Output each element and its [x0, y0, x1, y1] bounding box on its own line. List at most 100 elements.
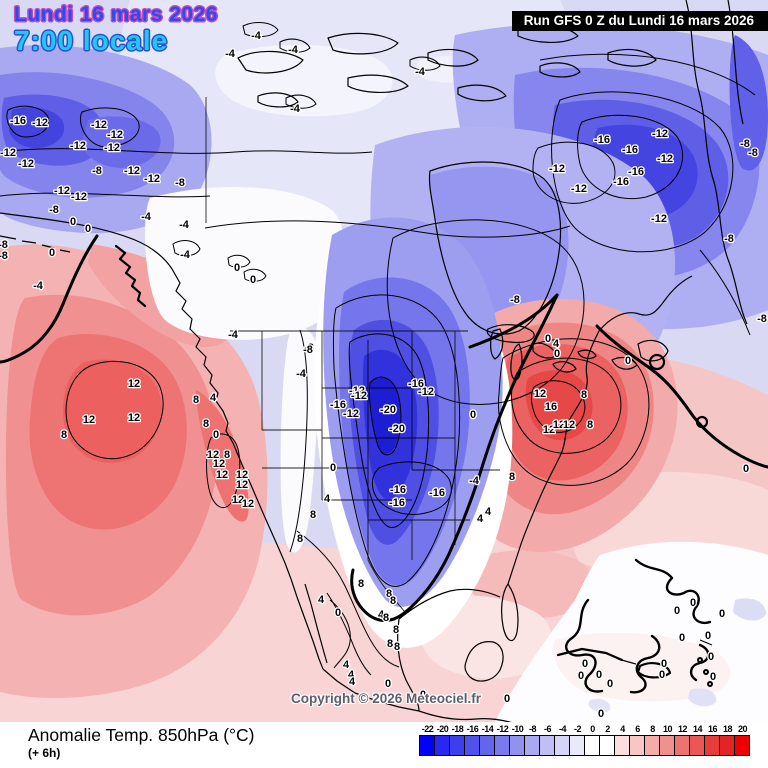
contour-label: -12 [657, 153, 673, 165]
contour-label: -8 [49, 204, 59, 216]
contour-label: 4 [210, 392, 217, 404]
colorbar-cell [644, 735, 660, 756]
contour-label: -12 [107, 129, 123, 141]
contour-label: -12 [91, 119, 107, 131]
contour-label: 8 [393, 624, 399, 636]
contour-label: -12 [418, 386, 434, 398]
contour-label: 12 [128, 412, 140, 424]
contour-label: 0 [420, 689, 426, 701]
colorbar-cell [449, 735, 465, 756]
colorbar-tick: 20 [737, 724, 748, 734]
contour-label: -8 [0, 250, 8, 262]
contour-label: -4 [251, 30, 262, 42]
contour-label: 4 [318, 594, 325, 606]
run-info-bar: Run GFS 0 Z du Lundi 16 mars 2026 [511, 11, 768, 31]
colorbar-cell [524, 735, 540, 756]
contour-label: 0 [674, 605, 680, 617]
contour-value-labels: -16 -12 -12-12-12 -12-12-12-8 -12-12 -8-12 -12… [0, 29, 768, 722]
contour-label: 0 [710, 671, 716, 683]
contour-label: 0 [661, 658, 667, 670]
colorbar-tick: 12 [677, 724, 688, 734]
contour-label: 0 [385, 678, 391, 690]
contour-label: 0 [213, 429, 219, 441]
contour-label: 4 [349, 676, 356, 688]
colorbar-cell [434, 735, 450, 756]
contour-label: 4 [378, 609, 385, 621]
contour-label: -20 [389, 423, 405, 435]
contour-label: 12 [236, 469, 248, 481]
thick-zero-contours [0, 234, 768, 694]
contour-label: 0 [545, 333, 551, 345]
contour-label: -16 [408, 378, 424, 390]
contour-label: -12 [104, 142, 120, 154]
contour-label: 0 [690, 597, 696, 609]
colorbar-cell [719, 735, 735, 756]
contour-label: -12 [18, 158, 34, 170]
contour-label: 12 [207, 449, 219, 461]
contour-label: 0 [578, 670, 584, 682]
contour-label: 8 [387, 638, 393, 650]
contour-label: -16 [622, 144, 638, 156]
colorbar-tick: 4 [620, 724, 625, 734]
contour-label: 8 [358, 578, 364, 590]
contour-label: 4 [348, 669, 355, 681]
contour-label: 0 [679, 632, 685, 644]
contour-label: -12 [349, 385, 365, 397]
contour-label: 8 [581, 389, 587, 401]
colorbar-cell [689, 735, 705, 756]
contour-label: -12 [54, 185, 70, 197]
colorbar-tick: -20 [436, 724, 449, 734]
contour-label: 8 [587, 419, 593, 431]
contour-label: -16 [628, 166, 644, 178]
contour-label: 0 [708, 651, 714, 663]
contour-label: -16 [389, 497, 405, 509]
contour-label: -12 [71, 191, 87, 203]
colorbar-cell [629, 735, 645, 756]
colorbar-tick: 8 [650, 724, 655, 734]
contour-label: -16 [429, 487, 445, 499]
contour-label: -4 [469, 475, 480, 487]
contour-label: 4 [343, 659, 350, 671]
local-time-label: 7:00 locale [14, 25, 169, 57]
contour-label: -12 [70, 140, 86, 152]
contour-label: -8 [92, 165, 102, 177]
contour-label: -8 [740, 138, 750, 150]
contour-label: 0 [554, 348, 560, 360]
colorbar-tick: -12 [496, 724, 509, 734]
colorbar-cell [599, 735, 615, 756]
contour-label: -8 [303, 344, 313, 356]
colorbar-cell [659, 735, 675, 756]
colorbar-cell [539, 735, 555, 756]
contour-label: 0 [659, 669, 665, 681]
colorbar-tick: -4 [558, 724, 567, 734]
contour-label: 4 [553, 338, 560, 350]
contour-label: -12 [571, 183, 587, 195]
colorbar-cell [674, 735, 690, 756]
contour-label: 8 [61, 429, 67, 441]
contour-label: -16 [10, 115, 26, 127]
contour-label: 8 [310, 509, 316, 521]
contour-label: 0 [582, 658, 588, 670]
contour-label: -4 [296, 368, 307, 380]
contour-label: 0 [70, 216, 76, 228]
contour-label: -20 [380, 404, 396, 416]
colorbar-cell [419, 735, 435, 756]
contour-label: -8 [757, 313, 767, 325]
colorbar-tick: -8 [528, 724, 537, 734]
colorbar-tick: 10 [662, 724, 673, 734]
colorbar: -22 -20 -18 -16 -14 -12 -10 -8 -6 -4 -2 0 2 4 6 8 10 12 14… [419, 724, 750, 756]
contour-label: 0 [705, 630, 711, 642]
legend-strip: Anomalie Temp. 850hPa (°C) (+ 6h) -22 -20… [0, 722, 768, 768]
contour-label: 4 [485, 506, 492, 518]
date-label: Lundi 16 mars 2026 [14, 3, 218, 26]
colorbar-tick: 16 [707, 724, 718, 734]
contour-label: 0 [598, 708, 604, 720]
colorbar-tick: -14 [481, 724, 494, 734]
contour-label: 8 [383, 612, 389, 624]
contour-label: -12 [124, 165, 140, 177]
colorbar-cell [554, 735, 570, 756]
contour-label: 0 [470, 409, 476, 421]
colorbar-tick: -22 [421, 724, 434, 734]
